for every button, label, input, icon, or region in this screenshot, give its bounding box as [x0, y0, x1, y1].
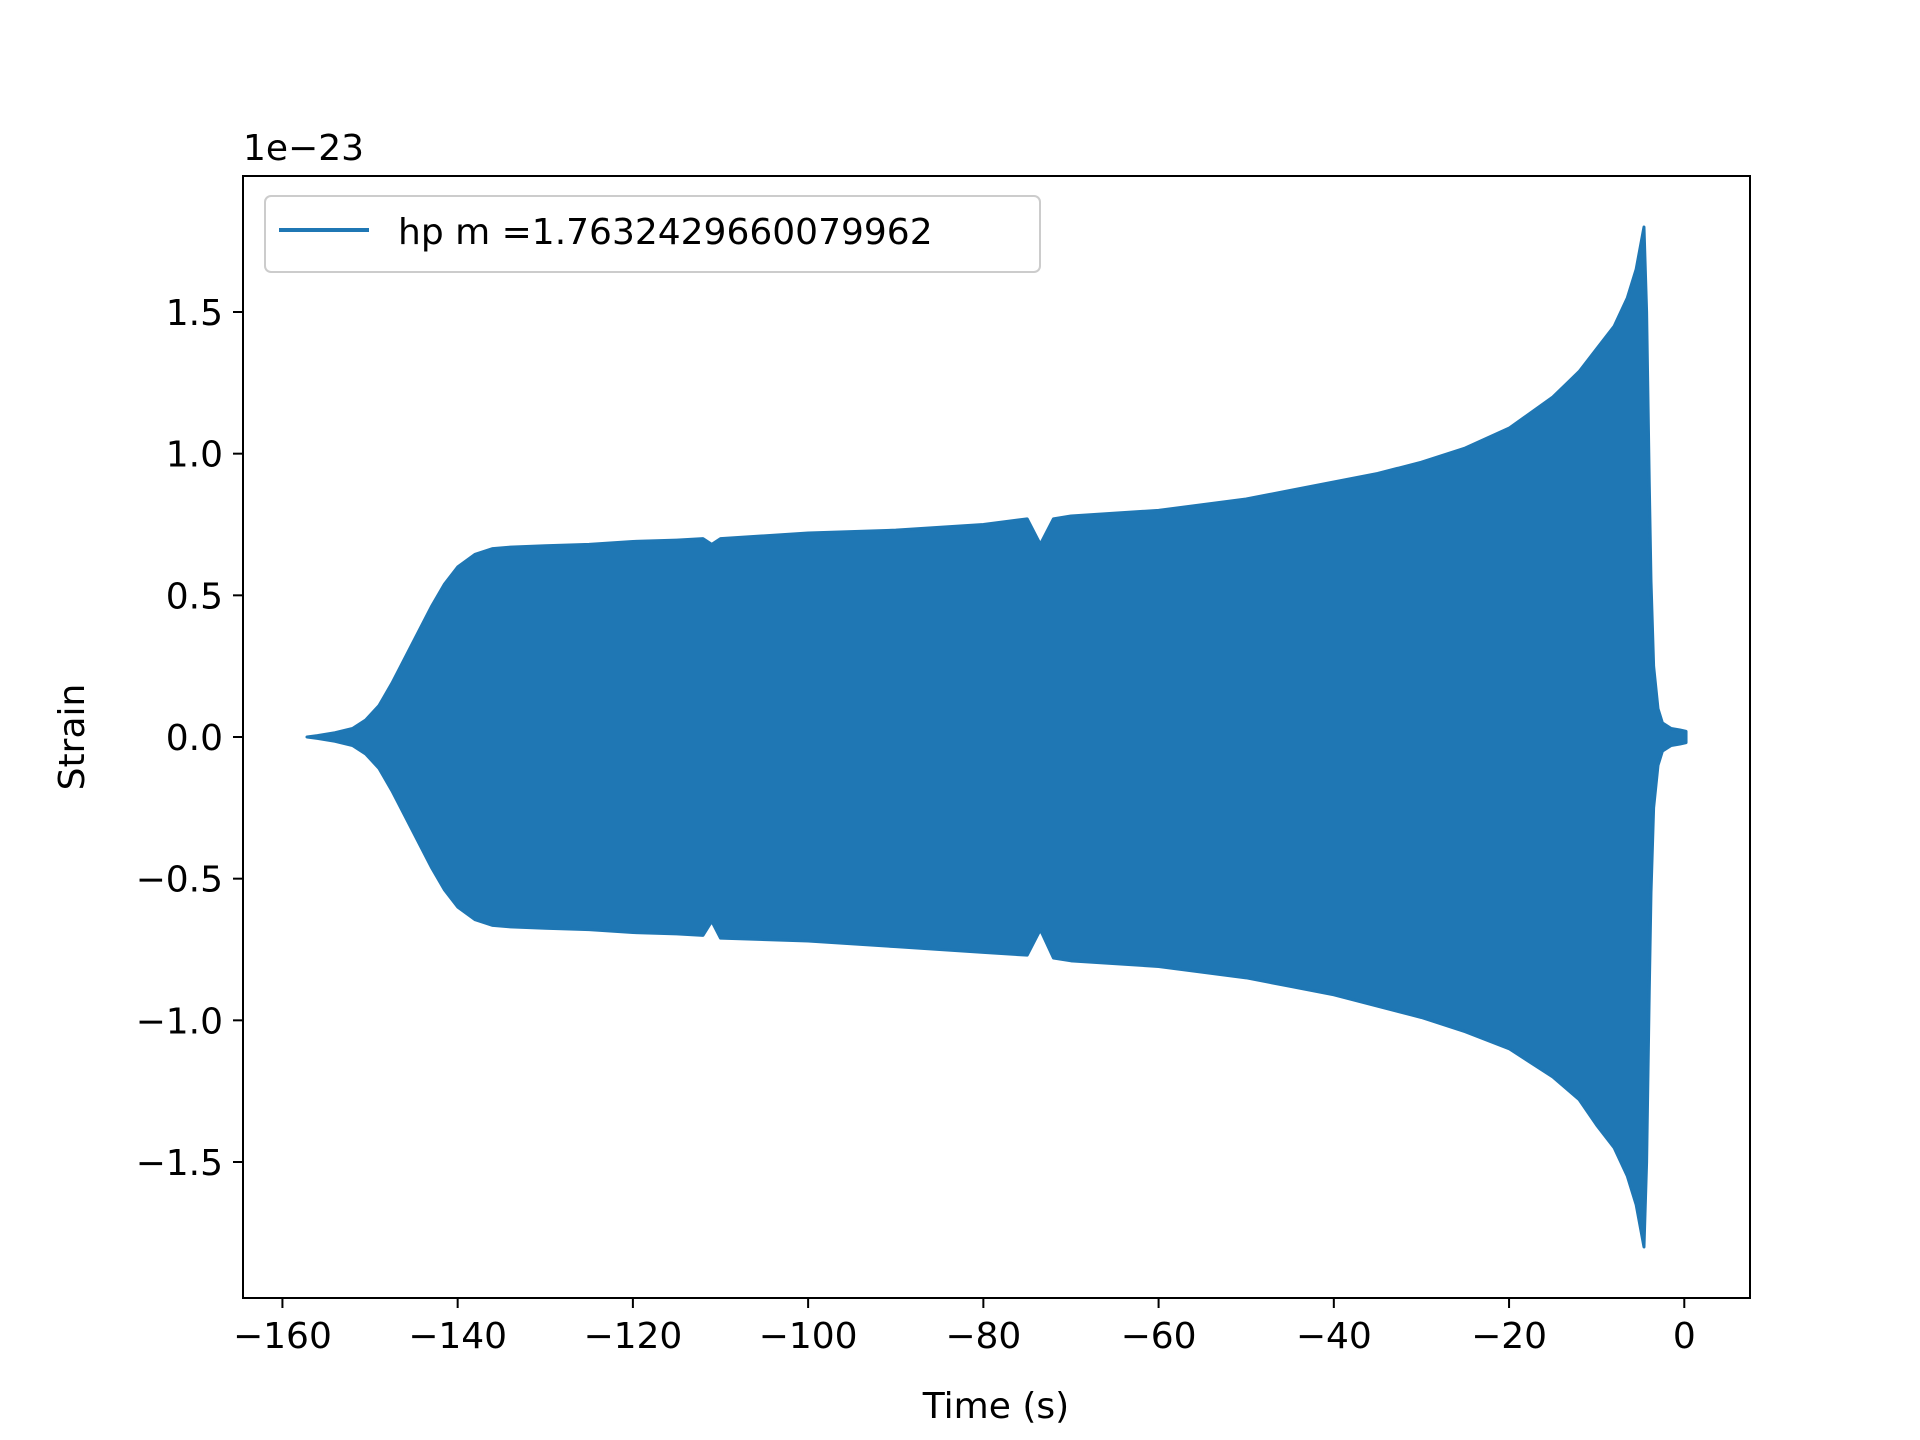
y-tick-label: 0.0	[166, 718, 223, 759]
y-tick-label: 0.5	[166, 576, 223, 617]
x-tick-label: −160	[233, 1316, 332, 1357]
offset-text: 1e−23	[243, 128, 364, 169]
x-axis-label: Time (s)	[922, 1386, 1069, 1427]
x-tick-label: −40	[1296, 1316, 1372, 1357]
y-tick-label: −0.5	[136, 860, 223, 901]
x-tick-label: 0	[1673, 1316, 1696, 1357]
y-tick-label: 1.0	[166, 435, 223, 476]
x-axis: −160 −140 −120 −100 −80 −60 −40 −20 0	[233, 1298, 1696, 1357]
x-tick-label: −120	[583, 1316, 682, 1357]
y-tick-label: −1.5	[136, 1143, 223, 1184]
x-tick-label: −100	[759, 1316, 858, 1357]
x-tick-label: −60	[1121, 1316, 1197, 1357]
legend-entry-label: hp m =1.7632429660079962	[398, 212, 933, 253]
y-axis: −1.5 −1.0 −0.5 0.0 0.5 1.0 1.5	[136, 293, 243, 1184]
y-tick-label: −1.0	[136, 1001, 223, 1042]
y-tick-label: 1.5	[166, 293, 223, 334]
y-axis-label: Strain	[52, 684, 93, 791]
x-tick-label: −80	[945, 1316, 1021, 1357]
x-tick-label: −20	[1471, 1316, 1547, 1357]
legend-box	[264, 195, 1041, 273]
legend: hp m =1.7632429660079962	[264, 195, 1041, 273]
x-tick-label: −140	[408, 1316, 507, 1357]
plot-data-area	[305, 225, 1688, 1249]
